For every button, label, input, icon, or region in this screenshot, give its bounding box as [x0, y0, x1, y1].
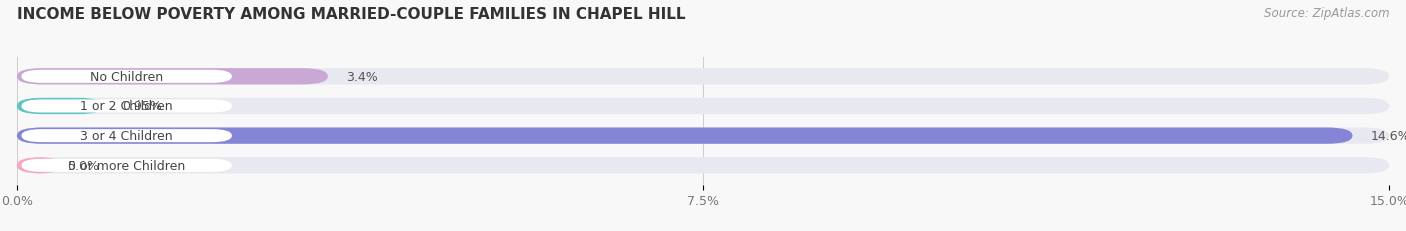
Text: 0.95%: 0.95% [122, 100, 162, 113]
Text: Source: ZipAtlas.com: Source: ZipAtlas.com [1264, 7, 1389, 20]
Text: 3.4%: 3.4% [346, 70, 378, 83]
FancyBboxPatch shape [17, 98, 1389, 115]
Text: 1 or 2 Children: 1 or 2 Children [80, 100, 173, 113]
FancyBboxPatch shape [17, 158, 63, 174]
Text: 5 or more Children: 5 or more Children [67, 159, 186, 172]
FancyBboxPatch shape [17, 69, 328, 85]
FancyBboxPatch shape [21, 130, 232, 143]
FancyBboxPatch shape [17, 69, 1389, 85]
FancyBboxPatch shape [17, 128, 1389, 144]
Text: 14.6%: 14.6% [1371, 130, 1406, 143]
FancyBboxPatch shape [17, 98, 104, 115]
FancyBboxPatch shape [17, 158, 1389, 174]
FancyBboxPatch shape [21, 100, 232, 113]
Text: No Children: No Children [90, 70, 163, 83]
Text: 0.0%: 0.0% [67, 159, 100, 172]
FancyBboxPatch shape [21, 159, 232, 172]
FancyBboxPatch shape [17, 128, 1353, 144]
FancyBboxPatch shape [21, 70, 232, 83]
Text: INCOME BELOW POVERTY AMONG MARRIED-COUPLE FAMILIES IN CHAPEL HILL: INCOME BELOW POVERTY AMONG MARRIED-COUPL… [17, 7, 685, 22]
Text: 3 or 4 Children: 3 or 4 Children [80, 130, 173, 143]
